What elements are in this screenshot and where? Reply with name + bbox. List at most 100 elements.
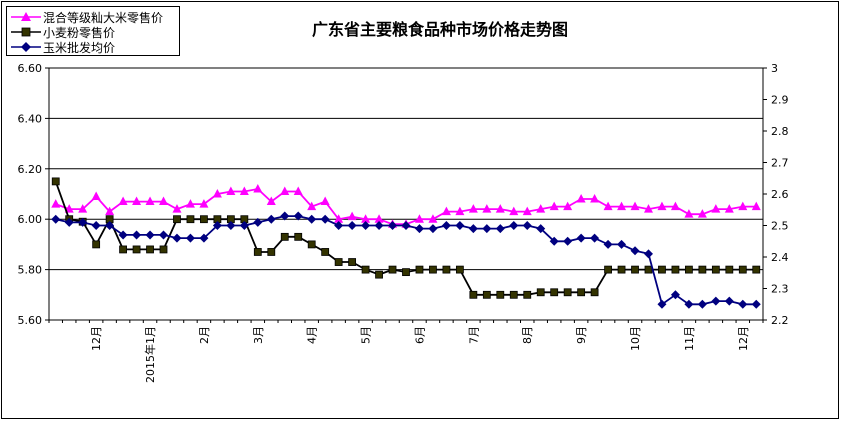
data-point — [657, 299, 667, 309]
x-tick-label: 2月 — [198, 326, 211, 344]
data-point — [469, 290, 478, 299]
data-point — [293, 211, 303, 221]
data-point — [361, 265, 370, 274]
data-point — [523, 290, 532, 299]
x-tick-label: 8月 — [521, 326, 534, 344]
plot-area — [48, 67, 764, 321]
data-point — [509, 290, 518, 299]
data-point — [185, 199, 195, 208]
data-point — [414, 224, 424, 234]
data-point — [549, 236, 559, 246]
data-point — [590, 233, 600, 243]
data-point — [159, 245, 168, 254]
data-point — [64, 217, 74, 227]
data-point — [118, 196, 128, 206]
data-point — [226, 186, 236, 195]
y-tick-label: 6.20 — [18, 163, 43, 176]
data-point — [643, 204, 653, 213]
y-tick-label: 6.40 — [18, 112, 43, 125]
legend-item-corn: 玉米批发均价 — [11, 40, 116, 55]
data-point — [698, 265, 707, 274]
data-point — [697, 209, 707, 218]
data-point — [145, 230, 155, 240]
y2-tick-label: 2.6 — [771, 188, 789, 201]
data-point — [118, 230, 128, 240]
data-point — [509, 206, 519, 216]
series-line — [54, 181, 757, 296]
data-point — [563, 288, 572, 297]
x-tick-label: 11月 — [683, 326, 696, 351]
legend-label-flour: 小麦粉零售价 — [43, 25, 116, 40]
y-tick-label: 5.80 — [18, 264, 43, 277]
data-point — [91, 191, 101, 201]
data-point — [186, 215, 195, 224]
data-point — [226, 221, 236, 230]
data-point — [630, 201, 640, 211]
data-point — [455, 265, 464, 274]
data-point — [549, 201, 559, 211]
data-point — [105, 206, 115, 216]
x-tick-label: 12月 — [90, 326, 103, 351]
data-point — [212, 221, 222, 230]
data-point — [51, 199, 61, 208]
data-point — [724, 204, 734, 213]
data-point — [590, 288, 599, 297]
data-point — [78, 217, 88, 227]
y2-tick-label: 2.5 — [771, 220, 789, 233]
data-point — [146, 245, 154, 254]
y-tick-label: 6.00 — [18, 213, 43, 226]
data-point — [239, 221, 249, 230]
data-point — [751, 299, 761, 309]
y-tick-label: 5.60 — [18, 314, 43, 327]
data-point — [253, 248, 262, 256]
data-point — [711, 265, 720, 274]
data-point — [509, 221, 519, 230]
data-point — [468, 224, 478, 234]
data-point — [441, 221, 451, 230]
data-point — [617, 201, 627, 211]
data-point — [92, 240, 101, 249]
data-point — [536, 288, 545, 297]
data-point — [280, 186, 290, 195]
data-point — [563, 201, 573, 211]
data-point — [670, 290, 680, 300]
data-point — [482, 204, 492, 213]
data-point — [51, 214, 61, 224]
chart-legend: 混合等级籼大米零售价 小麦粉零售价 玉米批发均价 — [6, 6, 180, 56]
data-point — [563, 236, 573, 246]
x-tick-label: 10月 — [629, 326, 642, 351]
data-point — [320, 196, 330, 206]
chart-title: 广东省主要粮食品种市场价格走势图 — [311, 20, 568, 39]
legend-label-rice: 混合等级籼大米零售价 — [43, 10, 164, 25]
data-point — [266, 214, 276, 224]
y2-tick-label: 2.7 — [771, 157, 789, 170]
data-point — [684, 299, 694, 309]
data-point — [280, 232, 289, 241]
data-point — [334, 221, 344, 230]
y2-tick-label: 2.3 — [771, 283, 789, 296]
data-point — [428, 224, 438, 234]
data-point — [482, 290, 491, 299]
data-point — [293, 186, 303, 195]
data-point — [267, 248, 276, 256]
data-point — [145, 196, 155, 206]
legend-label-corn: 玉米批发均价 — [43, 40, 116, 55]
data-point — [684, 209, 694, 218]
data-point — [536, 204, 546, 213]
y2-tick-label: 2.2 — [771, 314, 789, 327]
x-tick-label: 5月 — [360, 326, 373, 344]
data-point — [482, 224, 492, 234]
data-point — [711, 204, 721, 213]
x-tick-label: 7月 — [467, 326, 480, 344]
data-point — [78, 204, 88, 213]
data-point — [199, 199, 209, 208]
data-point — [414, 214, 424, 223]
data-point — [159, 230, 169, 240]
x-tick-label: 12月 — [737, 326, 750, 351]
data-point — [644, 265, 653, 274]
data-point — [442, 265, 451, 274]
data-point — [617, 239, 627, 249]
data-point — [455, 221, 465, 230]
data-point — [671, 265, 680, 274]
